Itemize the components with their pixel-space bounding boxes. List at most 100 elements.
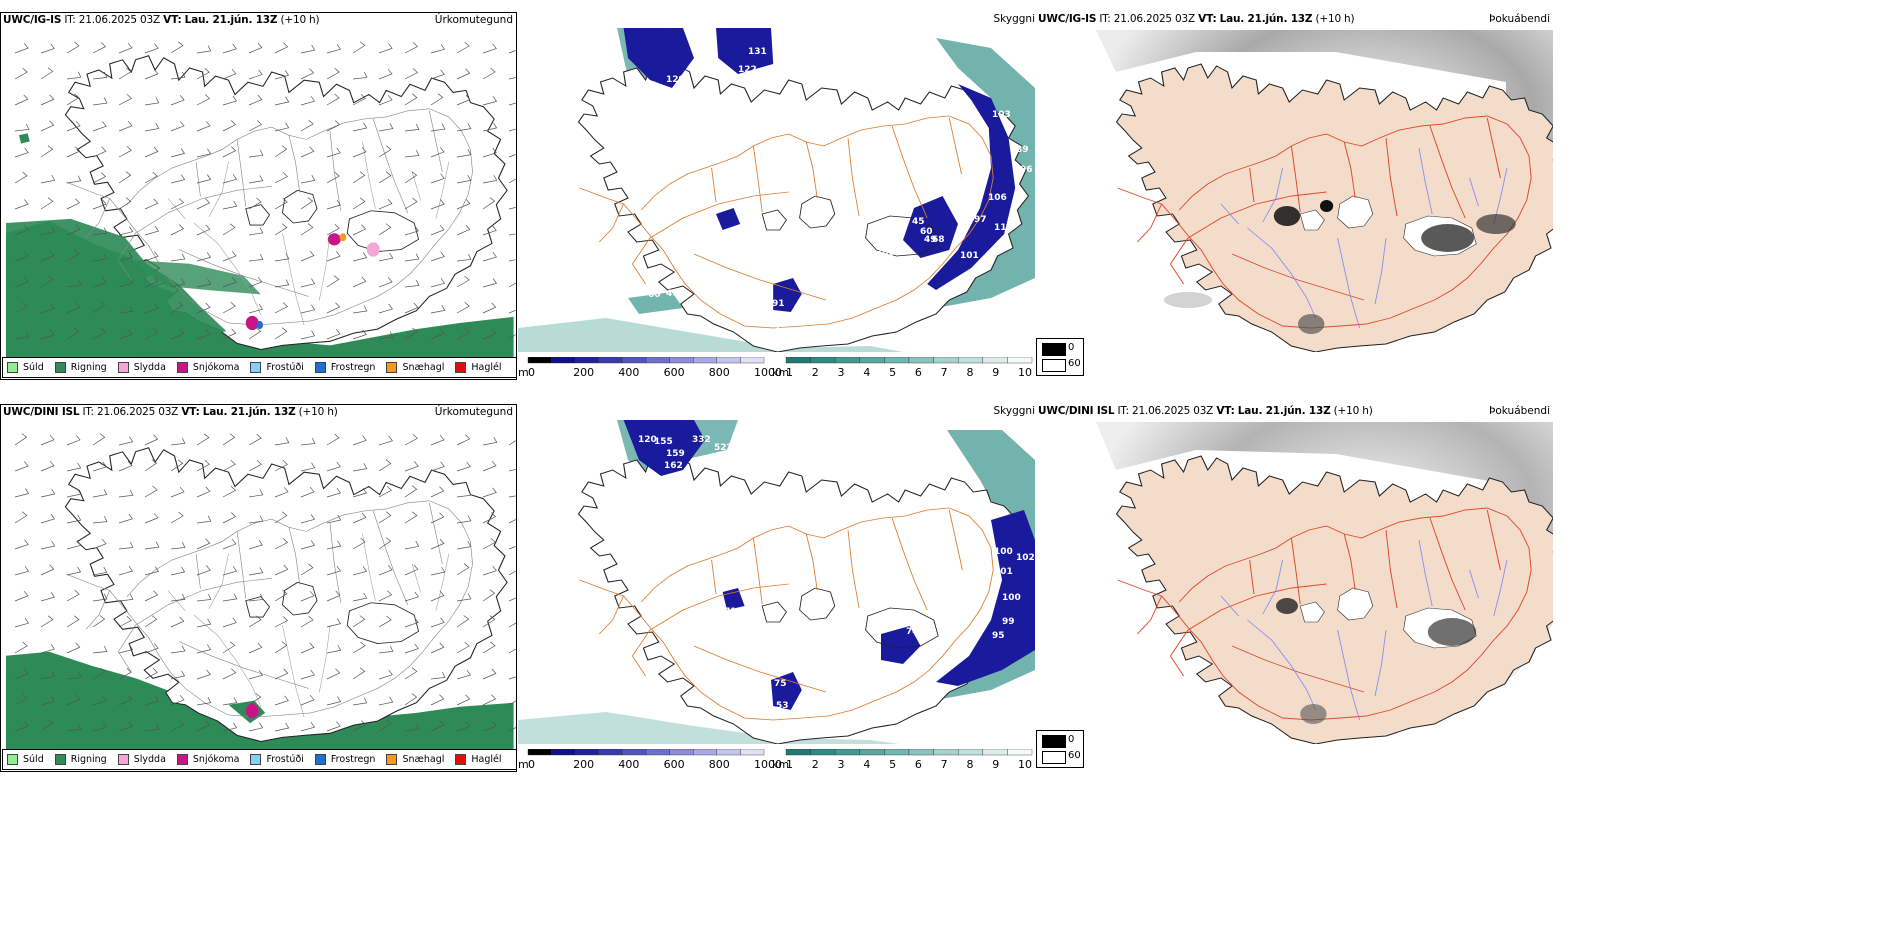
colorbar-cell	[859, 357, 885, 364]
wind-barb	[66, 488, 82, 498]
wind-barb	[456, 123, 472, 132]
wind-barb	[456, 670, 471, 680]
wind-barb	[14, 566, 30, 576]
legend-label: Frostúði	[266, 362, 304, 373]
wind-barb	[430, 461, 445, 472]
precip-legend-item: Frostúði	[250, 362, 304, 373]
colorbar-cell	[958, 749, 984, 756]
wind-barb	[118, 329, 133, 340]
wind-barb	[300, 68, 315, 80]
wind-barb	[66, 120, 81, 132]
colorbar-cell	[1007, 749, 1033, 756]
legend-swatch	[176, 754, 188, 765]
colorbar-tick: 8	[966, 366, 973, 379]
wind-barb	[248, 515, 264, 524]
wind-barb	[300, 44, 316, 54]
wind-barb	[378, 645, 394, 654]
colorbar-tick: 9	[992, 366, 999, 379]
colorbar-cell	[645, 749, 670, 756]
wind-barb	[352, 641, 366, 654]
wind-barb	[248, 327, 262, 340]
wind-barb	[222, 539, 237, 550]
wind-barb	[66, 566, 82, 576]
cloud-base-value-label: 60	[648, 290, 661, 300]
wind-barb	[274, 122, 290, 132]
wind-barb	[352, 592, 368, 602]
wind-barb	[248, 593, 264, 602]
fog-map-row1	[1036, 30, 1553, 352]
wind-barb	[378, 69, 393, 80]
wind-barb	[430, 251, 445, 262]
wind-barb	[482, 147, 497, 158]
wind-barb	[482, 175, 498, 184]
wind-barb	[92, 253, 108, 262]
legend-label: Slydda	[133, 754, 166, 765]
wind-barb	[352, 512, 367, 524]
wind-barb	[508, 700, 516, 706]
colorbar-cell	[810, 357, 836, 364]
wind-barb	[274, 589, 288, 602]
colorbar-cell	[598, 357, 623, 364]
wind-barb	[248, 539, 263, 550]
wind-barb	[508, 433, 516, 446]
wind-barb	[326, 696, 342, 706]
wind-barb	[40, 120, 55, 132]
wind-barb	[144, 171, 158, 184]
wind-barb	[196, 565, 211, 576]
wind-barb	[430, 617, 445, 628]
wind-barb	[40, 303, 55, 314]
cloud-base-value-label: 75	[774, 679, 787, 689]
wind-barb	[404, 693, 418, 706]
wind-barb	[196, 669, 211, 680]
wind-barb	[430, 434, 445, 446]
wind-barb	[274, 641, 288, 654]
wind-barb	[196, 644, 212, 654]
colorbar-unit: m	[518, 758, 529, 771]
wind-barb	[118, 43, 133, 54]
legend-swatch	[7, 362, 18, 373]
wind-barb	[92, 301, 106, 314]
wind-barb	[118, 436, 134, 446]
wind-barb	[352, 537, 366, 550]
wind-barb	[170, 148, 186, 158]
wind-barb	[118, 197, 132, 210]
wind-barb	[40, 671, 56, 680]
colorbar-tick: 600	[664, 758, 685, 771]
wind-barb	[274, 279, 290, 288]
wind-barb	[378, 696, 394, 706]
cloud-base-value-label: 53	[776, 701, 789, 711]
wind-barb	[14, 590, 29, 602]
wind-barb	[326, 433, 340, 446]
wind-barb	[248, 42, 263, 54]
colorbar-unit: m	[518, 366, 529, 379]
panel-header: UWC/DINI ISL IT: 21.06.2025 03Z VT: Lau.…	[3, 406, 338, 418]
wind-barb	[404, 279, 420, 288]
wind-barb	[196, 593, 212, 602]
wind-barb	[92, 696, 108, 706]
wind-barb	[482, 302, 497, 314]
precip-legend-item: Súld	[7, 754, 44, 765]
cloud-base-value-label: 78	[954, 173, 967, 183]
panel-title-visibility: Skyggni	[993, 405, 1036, 417]
wind-barb	[274, 722, 290, 732]
wind-barb	[144, 566, 160, 576]
wind-barb	[144, 459, 158, 472]
wind-barb	[14, 433, 28, 446]
cloud-base-value-label: 60	[920, 227, 933, 237]
panel-title-precip-type: Úrkomutegund	[434, 14, 513, 26]
wind-barb	[66, 71, 82, 80]
wind-barb	[378, 145, 392, 158]
wind-barb	[170, 198, 184, 210]
wind-barb	[40, 197, 54, 210]
legend-label: Snjókoma	[192, 754, 240, 765]
wind-barb	[482, 278, 498, 288]
wind-barb	[326, 540, 342, 550]
wind-barb	[378, 95, 393, 106]
wind-barb	[482, 43, 497, 54]
wind-barb	[40, 145, 54, 158]
legend-swatch	[250, 754, 262, 765]
cloud-base-value-label: 45	[912, 217, 925, 227]
colorbar-tick: 10	[1018, 758, 1032, 771]
legend-label: Frostregn	[330, 754, 376, 765]
wind-barb	[222, 223, 236, 236]
